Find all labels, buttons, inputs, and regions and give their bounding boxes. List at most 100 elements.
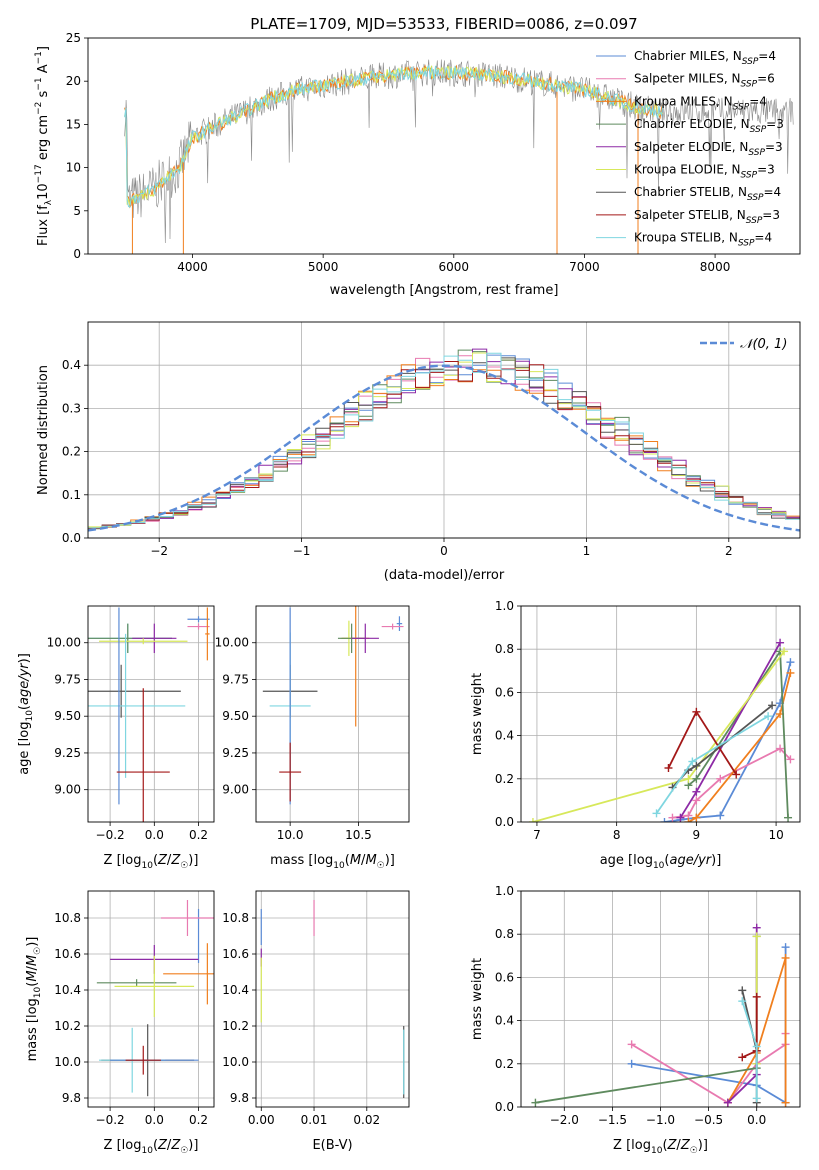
y-tick-label: 9.50 — [54, 709, 81, 723]
x-tick-label: −1.0 — [646, 1113, 675, 1127]
label-part: ☉ — [377, 861, 385, 871]
legend-label: Salpeter ELODIE, NSSP=3 — [634, 140, 783, 158]
x-tick-label: 0.0 — [145, 828, 164, 842]
axes-frame — [87, 605, 215, 823]
label-part: A — [36, 64, 51, 77]
lines-massweight-vs-Z — [531, 923, 790, 1107]
label-part: =3 — [766, 117, 784, 131]
y-tick-label: 10.2 — [222, 1019, 249, 1033]
label-part: M — [365, 853, 376, 868]
histograms — [88, 348, 800, 538]
label-part: SSP — [742, 57, 759, 67]
label-part: Kroupa STELIB, N — [634, 231, 738, 245]
y-tick-label: 9.00 — [54, 783, 81, 797]
y-tick-label: 10.6 — [54, 947, 81, 961]
label-part: −1 — [34, 51, 44, 64]
x-tick-label: 0.02 — [353, 1113, 380, 1127]
y-tick-label: 0.2 — [62, 445, 81, 459]
x-tick-label: 0.0 — [747, 1113, 766, 1127]
y-axis-label: Normed distribution — [36, 365, 51, 495]
label-part: SSP — [748, 148, 765, 158]
y-tick-label: 20 — [66, 74, 81, 88]
label-part: Z — [157, 853, 168, 868]
label-part: age/yr — [17, 662, 32, 705]
axes-frame — [255, 890, 410, 1108]
x-tick-label: 0 — [440, 544, 448, 558]
axes-age-vs-Z: −0.2 0.0 0.2 9.00 9.25 9.50 9.75 10.00 — [47, 606, 214, 842]
x-tick-label: 5000 — [308, 260, 339, 274]
label-part: M — [25, 955, 40, 966]
label-part: =6 — [757, 72, 775, 86]
axes-massweight-vs-Z: −2.0 −1.5 −1.0 −0.5 0.0 0.0 0.2 0.4 0.6 0.8 1.0 — [495, 884, 800, 1127]
errorbars-age-vs-Z — [88, 607, 210, 822]
label-part: )] — [188, 1138, 198, 1153]
x-tick-label: 8000 — [700, 260, 731, 274]
label-part: Z — [667, 1138, 678, 1153]
label-part: Z [log — [613, 1138, 651, 1153]
y-tick-label: 9.8 — [62, 1091, 81, 1105]
label-part: / — [361, 853, 366, 868]
legend-label: Chabrier MILES, NSSP=4 — [634, 49, 776, 67]
x-tick-label: 6000 — [439, 260, 470, 274]
axes-frame — [520, 890, 801, 1108]
y-axis-label: mass weight — [470, 958, 485, 1040]
y-tick-label: 0.6 — [495, 970, 514, 984]
weight-series — [727, 957, 787, 1104]
label-part: 10 — [141, 1146, 153, 1156]
y-tick-label: 0.2 — [495, 1057, 514, 1071]
label-part: SSP — [738, 239, 755, 249]
label-part: M — [25, 970, 40, 981]
label-part: ( — [25, 982, 40, 987]
label-part: ( — [17, 705, 32, 710]
label-part: )] — [385, 853, 395, 868]
label-part: / — [25, 965, 40, 970]
label-part: =3 — [765, 140, 783, 154]
errorbars-mass-vs-ebv — [260, 900, 405, 1098]
label-part: 10 — [333, 861, 345, 871]
y-tick-label: 10.0 — [222, 1055, 249, 1069]
x-tick-label: 1 — [583, 544, 591, 558]
label-part: Flux [f — [36, 205, 51, 246]
label-part: Z [log — [104, 853, 142, 868]
axes-massweight-vs-age: 7 8 9 10 0.0 0.2 0.4 0.6 0.8 1.0 — [495, 599, 800, 842]
label-part: 10 — [651, 1146, 663, 1156]
x-tick-label: −0.2 — [96, 1113, 125, 1127]
label-part: Z — [157, 1138, 168, 1153]
label-part: ☉ — [33, 947, 43, 955]
legend-label: Chabrier ELODIE, NSSP=3 — [634, 117, 784, 135]
y-tick-label: 1.0 — [495, 599, 514, 613]
label-part: 10 — [33, 986, 43, 998]
x-tick-label: 0.2 — [189, 828, 208, 842]
label-part: =3 — [757, 163, 775, 177]
weight-series — [687, 672, 792, 822]
label-part: age [log — [600, 853, 653, 868]
label-part: Chabrier STELIB, N — [634, 185, 747, 199]
y-tick-label: 10.4 — [222, 983, 249, 997]
y-tick-label: 0.4 — [495, 1014, 514, 1028]
label-part: Salpeter MILES, N — [634, 72, 741, 86]
y-axis-label: mass [log10(M/M☉)] — [25, 937, 43, 1062]
model-spectrum — [124, 65, 664, 206]
x-tick-label: −1 — [293, 544, 311, 558]
legend-label: Chabrier STELIB, NSSP=4 — [634, 185, 781, 203]
label-part: =4 — [764, 185, 782, 199]
label-part: s — [36, 90, 51, 101]
y-tick-label: 0.2 — [495, 772, 514, 786]
label-part: )] — [25, 937, 40, 947]
y-tick-label: 0.0 — [495, 815, 514, 829]
weight-series — [532, 650, 785, 822]
observed-spectrum — [124, 59, 794, 244]
legend-label: Salpeter MILES, NSSP=6 — [634, 72, 775, 90]
y-tick-label: 10.8 — [54, 911, 81, 925]
legend-label: Kroupa MILES, NSSP=4 — [634, 94, 767, 112]
x-tick-label: 0.2 — [189, 1113, 208, 1127]
y-tick-label: 0 — [73, 247, 81, 261]
label-part: 10 — [653, 861, 665, 871]
chart-title: PLATE=1709, MJD=53533, FIBERID=0086, z=0… — [250, 15, 637, 33]
label-part: 10 — [141, 861, 153, 871]
y-tick-label: 0.0 — [495, 1100, 514, 1114]
normal-curve — [88, 364, 800, 532]
label-part: ( — [662, 1138, 667, 1153]
model-spectrum — [124, 64, 664, 209]
y-tick-label: 10.6 — [222, 947, 249, 961]
